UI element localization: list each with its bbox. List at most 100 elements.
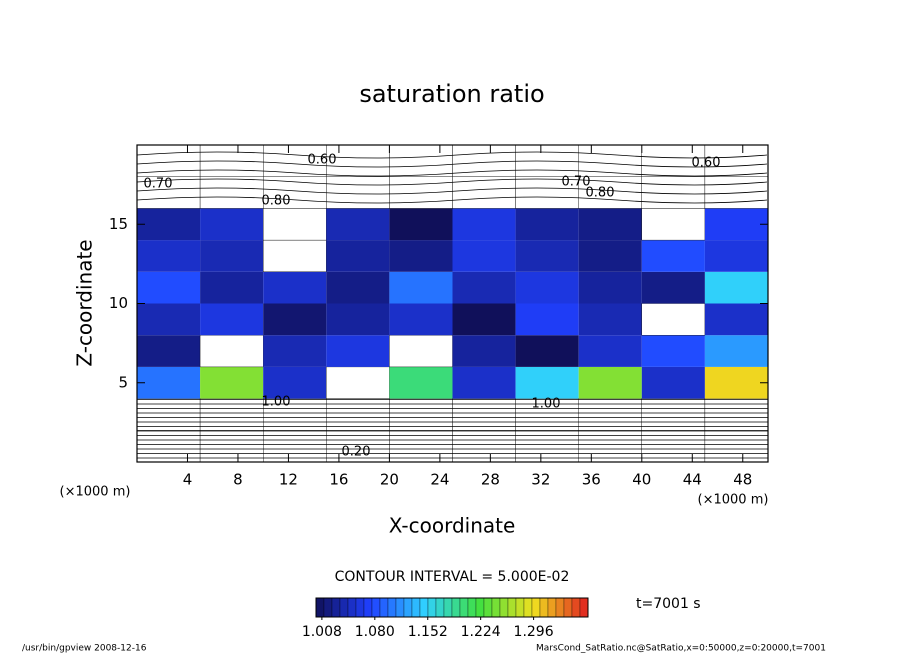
field-cell: [641, 366, 705, 399]
field-cell: [452, 208, 516, 241]
y-axis-label: Z-coordinate: [73, 239, 97, 366]
field-cell: [137, 366, 201, 399]
field-cell: [452, 366, 516, 399]
x-tick-label: 48: [733, 471, 752, 489]
field-cell: [389, 303, 453, 336]
y-tick-label: 5: [118, 373, 128, 391]
colorbar-swatch: [467, 597, 477, 618]
colorbar-swatch: [371, 597, 381, 618]
field-cell: [452, 335, 516, 367]
field-cell: [326, 271, 390, 304]
colorbar-swatch: [331, 597, 341, 618]
y-tick-label: 15: [109, 215, 128, 233]
colorbar-tick-label: 1.080: [355, 624, 395, 640]
field-cell: [641, 398, 706, 431]
time-label: t=7001 s: [636, 596, 701, 612]
field-cell: [578, 366, 642, 399]
field-cell: [641, 208, 706, 241]
contour-label: 1.00: [262, 395, 291, 410]
field-cell: [136, 398, 201, 431]
colorbar-swatch: [475, 597, 485, 618]
contour-line: [136, 178, 768, 186]
colorbar-swatch: [443, 597, 453, 618]
colorbar-swatch: [363, 597, 373, 618]
field-cell: [263, 208, 327, 241]
x-tick-label: 16: [329, 471, 348, 489]
colorbar-swatch: [483, 597, 493, 618]
x-unit: (×1000 m): [698, 493, 769, 508]
colorbar-swatch: [379, 597, 389, 618]
field-cell: [263, 366, 327, 399]
x-tick-label: 44: [683, 471, 702, 489]
contour-interval: CONTOUR INTERVAL = 5.000E-02: [335, 569, 570, 585]
colorbar-tick-label: 1.224: [461, 624, 501, 640]
field-cell: [200, 303, 264, 336]
field-cell: [199, 335, 264, 368]
colorbar-swatch: [395, 597, 405, 618]
field-cell: [641, 430, 706, 463]
field-cell: [704, 208, 768, 241]
colorbar-swatch: [499, 597, 509, 618]
field-cell: [515, 240, 579, 272]
x-tick-label: 4: [183, 471, 193, 489]
colorbar-swatch: [539, 597, 549, 618]
field-cell: [389, 271, 453, 304]
colorbar-swatch: [427, 597, 437, 618]
field-cell: [199, 430, 264, 463]
field-cell: [389, 366, 453, 399]
colorbar-swatch: [563, 597, 573, 618]
field-cell: [452, 303, 516, 336]
colorbar-swatch: [315, 597, 325, 618]
x-tick-label: 36: [582, 471, 601, 489]
field-cell: [704, 430, 769, 463]
colorbar-swatch: [323, 597, 333, 618]
field-cell: [515, 335, 579, 367]
field-cell: [704, 335, 768, 367]
contour-line: [136, 169, 768, 177]
field-cell: [704, 271, 768, 304]
colorbar-swatch: [451, 597, 461, 618]
x-tick-label: 12: [279, 471, 298, 489]
field-cell: [263, 335, 327, 367]
field-cell: [641, 271, 705, 304]
field-cell: [704, 240, 768, 272]
field-cell: [641, 303, 706, 336]
field-cell: [137, 271, 201, 304]
x-tick-label: 40: [632, 471, 651, 489]
footer-left: /usr/bin/gpview 2008-12-16: [22, 644, 147, 654]
contour-label: 1.00: [532, 397, 561, 412]
field-cell: [578, 144, 643, 177]
field-cell: [326, 303, 390, 336]
field-cell: [326, 366, 390, 399]
colorbar-swatch: [555, 597, 565, 618]
field-cell: [389, 208, 453, 241]
colorbar-swatch: [523, 597, 533, 618]
field-cell: [326, 176, 390, 209]
field-cell: [704, 303, 768, 336]
field-cell: [578, 335, 642, 367]
field-cell: [200, 208, 264, 241]
colorbar-swatch: [347, 597, 357, 618]
contour-label: 0.20: [342, 445, 371, 460]
field-cell: [578, 271, 642, 304]
colorbar-swatch: [507, 597, 517, 618]
contour-label: 0.80: [262, 194, 291, 209]
field-cell: [326, 144, 390, 177]
colorbar-swatch: [355, 597, 365, 618]
field-cell: [704, 366, 768, 399]
x-tick-label: 32: [531, 471, 550, 489]
field-cell: [452, 240, 516, 272]
footer-right: MarsCond_SatRatio.nc@SatRatio,x=0:50000,…: [536, 644, 826, 654]
field-cell: [578, 303, 642, 336]
field-cell: [326, 398, 390, 431]
contour-line: [136, 196, 768, 204]
field-cell: [704, 176, 769, 209]
contour-label: 0.60: [308, 153, 337, 168]
field-cell: [137, 208, 201, 241]
field-cell: [452, 430, 516, 463]
field-cell: [200, 366, 264, 399]
field-cell: [515, 208, 579, 241]
field-cell: [578, 208, 642, 241]
x-tick-label: 28: [481, 471, 500, 489]
